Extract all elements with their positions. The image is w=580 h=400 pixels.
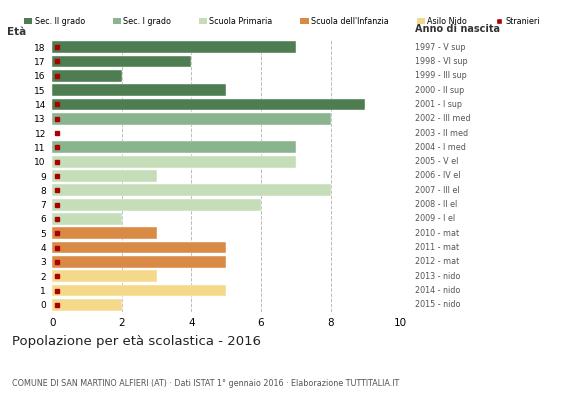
Bar <box>52 84 226 96</box>
Text: 2007 - III el: 2007 - III el <box>415 186 459 195</box>
Text: 2011 - mat: 2011 - mat <box>415 243 459 252</box>
Bar <box>52 227 157 239</box>
Legend: Sec. II grado, Sec. I grado, Scuola Primaria, Scuola dell'Infanzia, Asilo Nido, : Sec. II grado, Sec. I grado, Scuola Prim… <box>21 14 543 29</box>
Bar <box>52 285 226 296</box>
Bar <box>52 299 122 311</box>
Text: 2001 - I sup: 2001 - I sup <box>415 100 462 109</box>
Text: 2015 - nido: 2015 - nido <box>415 300 460 309</box>
Text: COMUNE DI SAN MARTINO ALFIERI (AT) · Dati ISTAT 1° gennaio 2016 · Elaborazione T: COMUNE DI SAN MARTINO ALFIERI (AT) · Dat… <box>12 379 399 388</box>
Bar <box>52 170 157 182</box>
Text: 2002 - III med: 2002 - III med <box>415 114 470 123</box>
Text: 2014 - nido: 2014 - nido <box>415 286 460 295</box>
Text: 2004 - I med: 2004 - I med <box>415 143 466 152</box>
Bar <box>52 270 157 282</box>
Text: Età: Età <box>7 27 26 37</box>
Text: 1998 - VI sup: 1998 - VI sup <box>415 57 467 66</box>
Text: Anno di nascita: Anno di nascita <box>415 24 500 34</box>
Text: 2005 - V el: 2005 - V el <box>415 157 458 166</box>
Text: 2000 - II sup: 2000 - II sup <box>415 86 464 95</box>
Bar <box>52 242 226 254</box>
Bar <box>52 113 331 125</box>
Text: 2009 - I el: 2009 - I el <box>415 214 455 224</box>
Text: 2006 - IV el: 2006 - IV el <box>415 172 460 180</box>
Bar <box>52 199 261 210</box>
Bar <box>52 142 296 153</box>
Text: Popolazione per età scolastica - 2016: Popolazione per età scolastica - 2016 <box>12 335 260 348</box>
Bar <box>52 41 296 53</box>
Bar <box>52 156 296 168</box>
Bar <box>52 70 122 82</box>
Bar <box>52 56 191 67</box>
Text: 2013 - nido: 2013 - nido <box>415 272 460 281</box>
Text: 2012 - mat: 2012 - mat <box>415 257 459 266</box>
Text: 1997 - V sup: 1997 - V sup <box>415 43 465 52</box>
Bar <box>52 184 331 196</box>
Text: 2010 - mat: 2010 - mat <box>415 229 459 238</box>
Text: 2003 - II med: 2003 - II med <box>415 128 468 138</box>
Text: 2008 - II el: 2008 - II el <box>415 200 457 209</box>
Bar <box>52 213 122 225</box>
Bar <box>52 98 365 110</box>
Text: 1999 - III sup: 1999 - III sup <box>415 71 466 80</box>
Bar <box>52 256 226 268</box>
